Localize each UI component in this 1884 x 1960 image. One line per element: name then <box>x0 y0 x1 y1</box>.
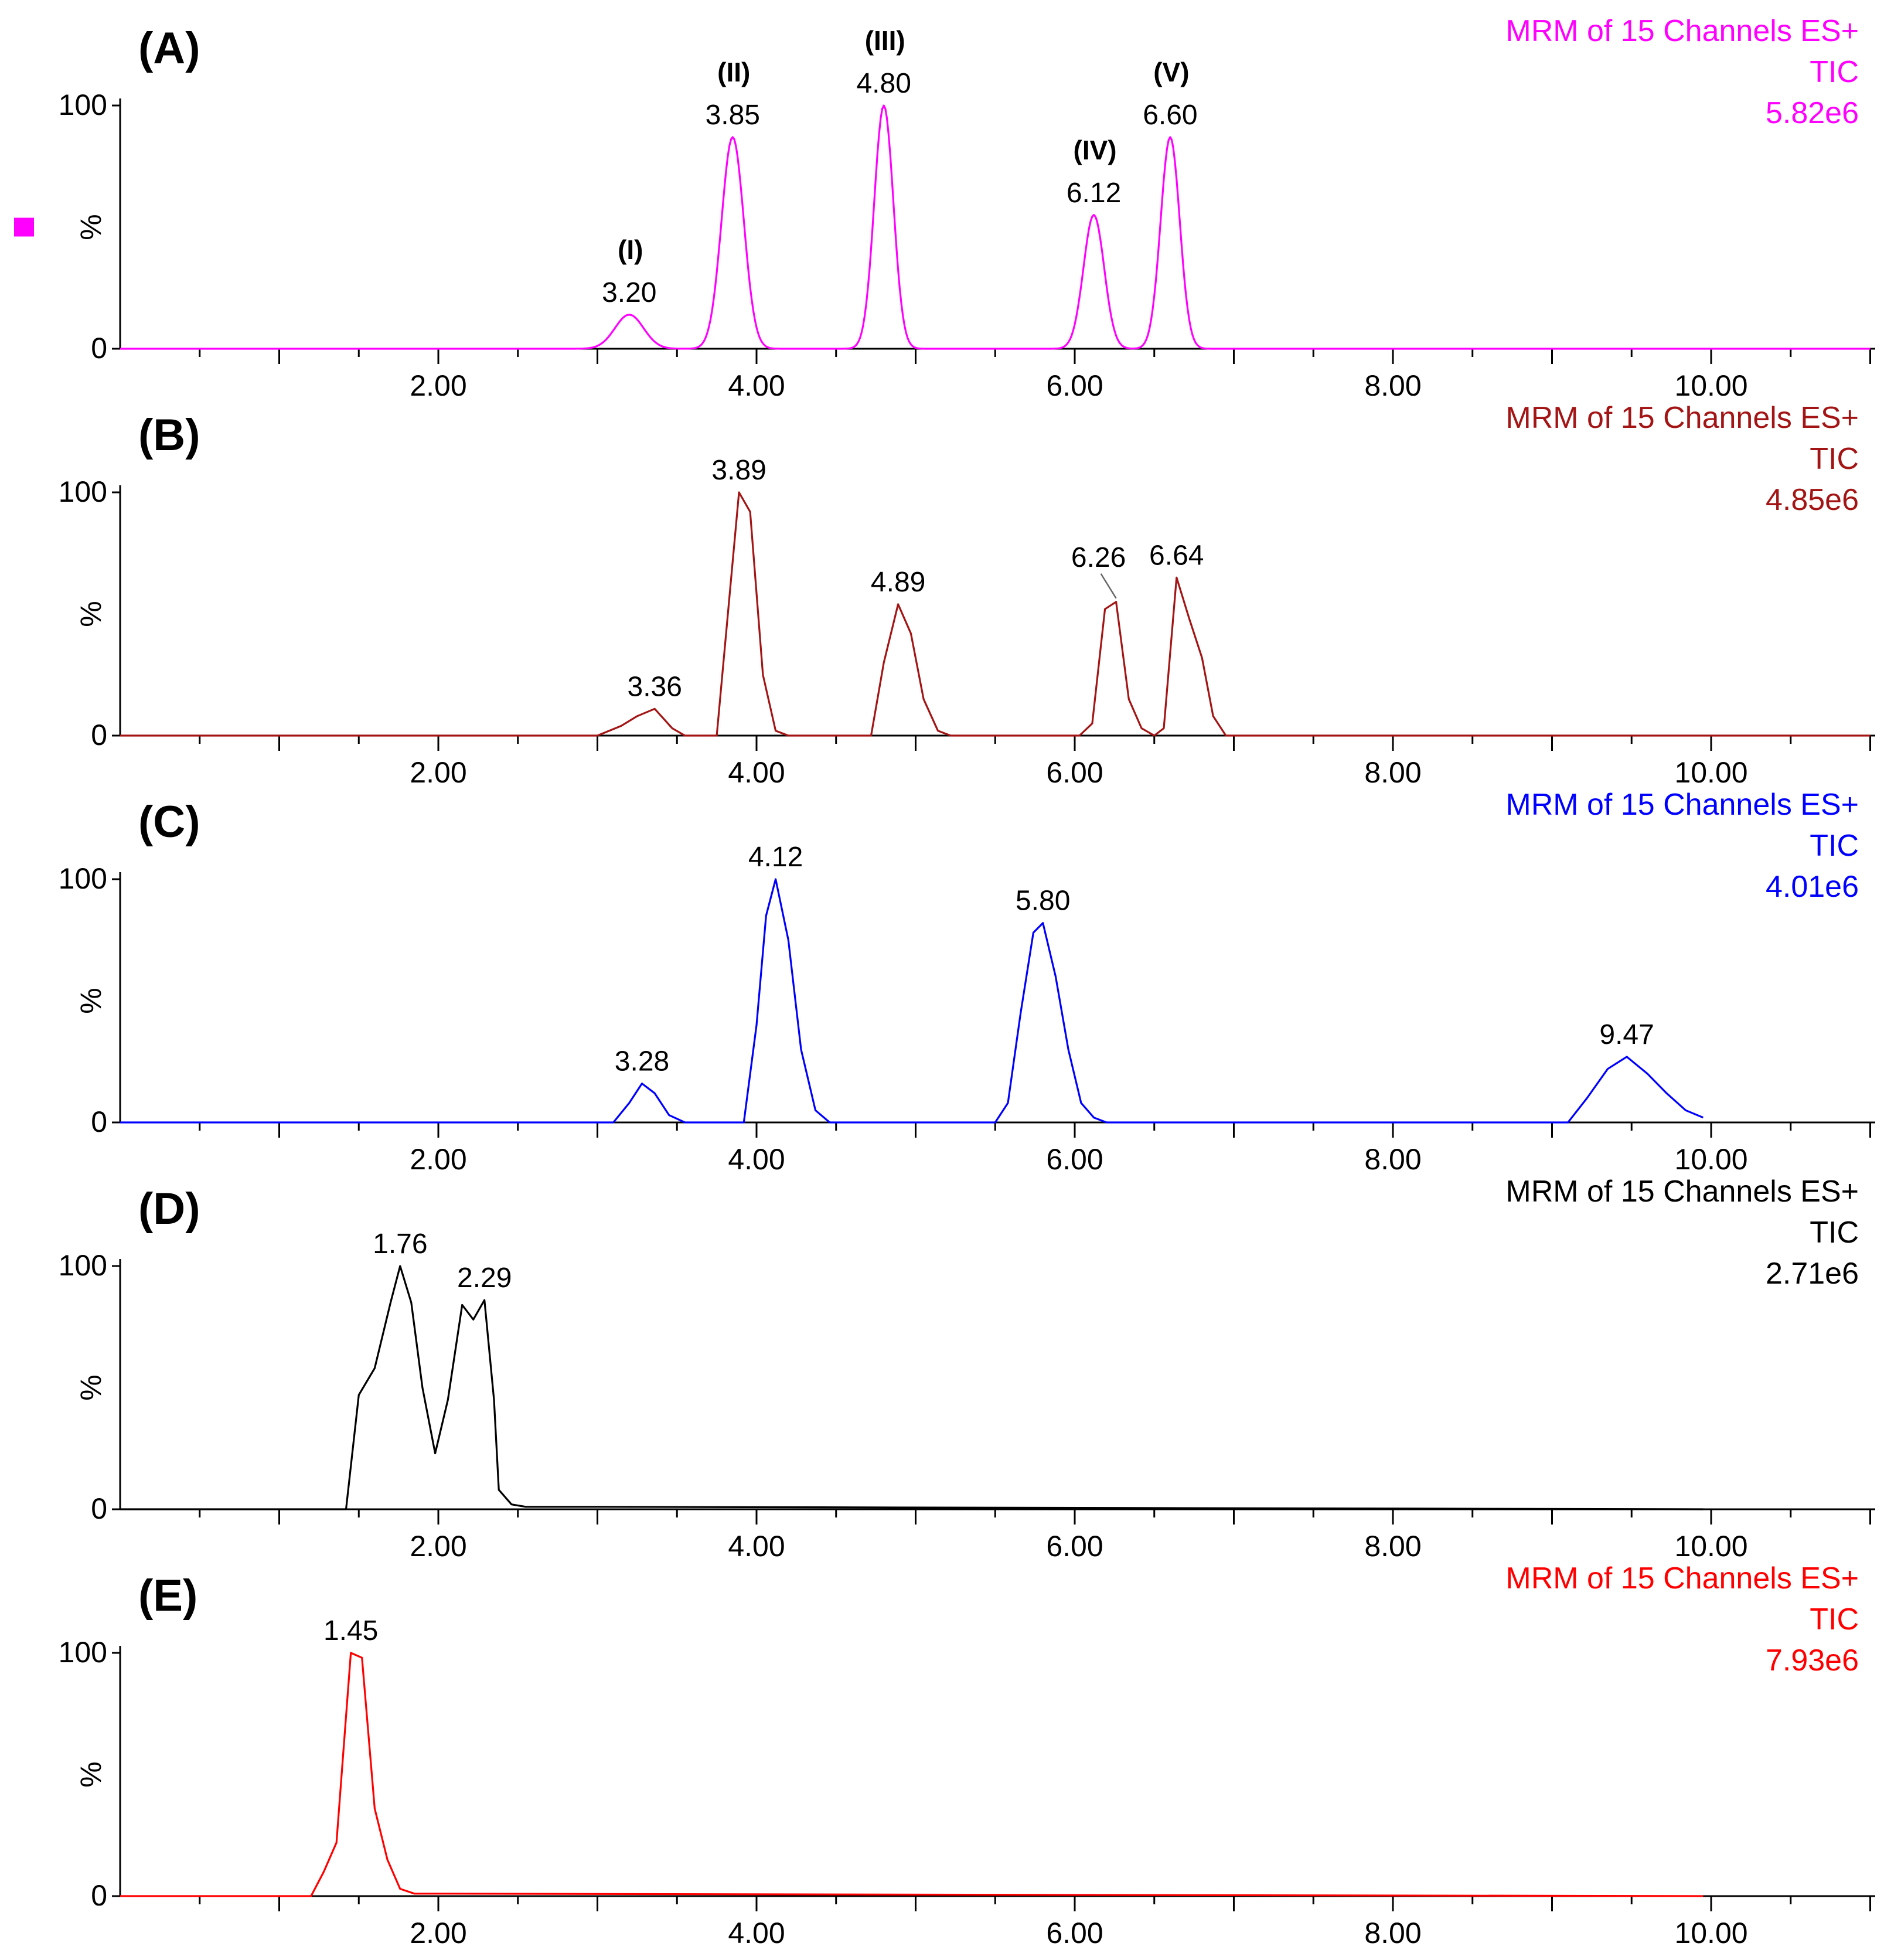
x-tick-label: 4.00 <box>728 1917 785 1949</box>
peak-label: 6.60 <box>1143 100 1197 131</box>
y-axis-label: % <box>74 988 107 1013</box>
y-tick-label: 0 <box>91 1105 107 1138</box>
x-tick-label: 4.00 <box>728 1143 785 1176</box>
info-line-2: TIC <box>1810 442 1859 476</box>
peak-label: 1.45 <box>323 1615 378 1646</box>
info-line-2: TIC <box>1810 55 1859 89</box>
chromatogram-trace <box>120 491 1871 737</box>
x-tick-label: 10.00 <box>1674 1143 1747 1176</box>
y-axis-label: % <box>74 214 107 240</box>
peak-label: 9.47 <box>1599 1019 1654 1050</box>
x-tick-label: 6.00 <box>1046 1917 1103 1949</box>
y-tick-label: 0 <box>91 1879 107 1912</box>
info-line-1: MRM of 15 Channels ES+ <box>1505 401 1859 435</box>
y-tick-label: 100 <box>59 1249 107 1282</box>
trace-color-marker <box>14 217 34 237</box>
chart-panel-5: (E) MRM of 15 Channels ES+ TIC 7.93e6 0 100% 2… <box>59 1561 1875 1949</box>
compound-label: (II) <box>717 57 750 87</box>
panel-label: (D) <box>138 1184 200 1234</box>
chromatogram-trace <box>120 1265 1704 1510</box>
y-tick-label: 0 <box>91 719 107 751</box>
peak-label: 6.26 <box>1071 542 1126 573</box>
x-tick-label: 10.00 <box>1674 1917 1747 1949</box>
info-line-1: MRM of 15 Channels ES+ <box>1505 1561 1859 1595</box>
peak-label: 6.64 <box>1149 540 1204 571</box>
x-tick-label: 10.00 <box>1674 369 1747 402</box>
y-axis-label: % <box>74 1761 107 1787</box>
x-tick-label: 2.00 <box>410 756 466 789</box>
compound-label: (IV) <box>1074 135 1117 165</box>
x-tick-label: 4.00 <box>728 1530 785 1563</box>
peak-label: 3.85 <box>706 100 760 131</box>
x-tick-label: 8.00 <box>1364 1917 1421 1949</box>
peak-label: 1.76 <box>373 1229 427 1260</box>
info-line-2: TIC <box>1810 829 1859 863</box>
chromatogram-trace <box>120 878 1704 1124</box>
info-line-3: 4.01e6 <box>1766 870 1859 904</box>
compound-label: (I) <box>618 234 643 265</box>
info-line-1: MRM of 15 Channels ES+ <box>1505 14 1859 48</box>
y-tick-label: 0 <box>91 332 107 365</box>
panel-label: (A) <box>138 23 200 73</box>
panel-label: (B) <box>138 410 200 460</box>
peak-label: 5.80 <box>1016 886 1070 917</box>
chromatogram-trace <box>120 104 1871 350</box>
y-tick-label: 100 <box>59 89 107 121</box>
x-tick-label: 6.00 <box>1046 1530 1103 1563</box>
x-tick-label: 8.00 <box>1364 369 1421 402</box>
peak-label: 6.12 <box>1067 178 1121 209</box>
chart-panel-1: (A) MRM of 15 Channels ES+ TIC 5.82e6 0 100% 2… <box>14 14 1875 402</box>
x-tick-label: 10.00 <box>1674 756 1747 789</box>
y-tick-label: 100 <box>59 475 107 508</box>
x-tick-label: 8.00 <box>1364 1143 1421 1176</box>
info-line-1: MRM of 15 Channels ES+ <box>1505 1175 1859 1209</box>
x-tick-label: 4.00 <box>728 369 785 402</box>
compound-label: (V) <box>1153 57 1189 87</box>
peak-label: 4.12 <box>748 842 803 873</box>
y-tick-label: 100 <box>59 1636 107 1669</box>
chart-panel-2: (B) MRM of 15 Channels ES+ TIC 4.85e6 0 100% 2… <box>59 401 1875 789</box>
peak-label: 3.28 <box>615 1046 669 1077</box>
x-tick-label: 2.00 <box>410 1530 466 1563</box>
x-tick-label: 2.00 <box>410 1917 466 1949</box>
y-tick-label: 0 <box>91 1492 107 1525</box>
peak-label: 3.89 <box>711 455 766 486</box>
info-line-3: 5.82e6 <box>1766 96 1859 130</box>
panel-label: (C) <box>138 797 200 847</box>
y-axis-label: % <box>74 601 107 627</box>
peak-label: 3.36 <box>628 671 682 702</box>
info-line-2: TIC <box>1810 1602 1859 1636</box>
x-tick-label: 6.00 <box>1046 369 1103 402</box>
x-tick-label: 8.00 <box>1364 1530 1421 1563</box>
peak-leader-line <box>1100 573 1117 599</box>
compound-label: (III) <box>865 25 905 56</box>
x-tick-label: 2.00 <box>410 1143 466 1176</box>
info-line-1: MRM of 15 Channels ES+ <box>1505 788 1859 822</box>
panel-label: (E) <box>138 1571 197 1621</box>
x-tick-label: 6.00 <box>1046 756 1103 789</box>
x-tick-label: 6.00 <box>1046 1143 1103 1176</box>
x-tick-label: 10.00 <box>1674 1530 1747 1563</box>
x-tick-label: 2.00 <box>410 369 466 402</box>
info-line-2: TIC <box>1810 1216 1859 1250</box>
chart-panel-3: (C) MRM of 15 Channels ES+ TIC 4.01e6 0 100% 2… <box>59 788 1875 1176</box>
x-tick-label: 8.00 <box>1364 756 1421 789</box>
chromatogram-trace <box>120 1652 1704 1897</box>
peak-label: 3.20 <box>602 277 656 308</box>
chart-panel-4: (D) MRM of 15 Channels ES+ TIC 2.71e6 0 100% 2… <box>59 1175 1875 1563</box>
peak-label: 4.89 <box>871 567 925 598</box>
info-line-3: 2.71e6 <box>1766 1257 1859 1291</box>
info-line-3: 4.85e6 <box>1766 483 1859 517</box>
x-tick-label: 4.00 <box>728 756 785 789</box>
peak-label: 4.80 <box>856 68 911 99</box>
info-line-3: 7.93e6 <box>1766 1643 1859 1677</box>
y-axis-label: % <box>74 1374 107 1400</box>
y-tick-label: 100 <box>59 862 107 895</box>
peak-label: 2.29 <box>457 1263 512 1294</box>
